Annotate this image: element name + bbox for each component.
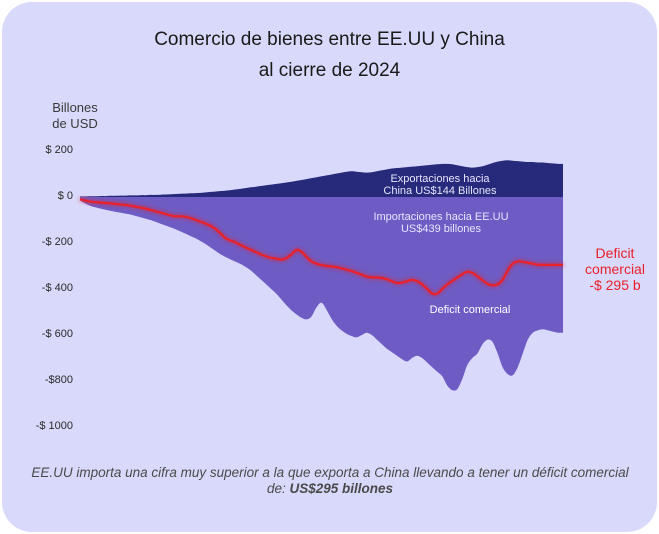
chart-title-line-1: Comercio de bienes entre EE.UU y China xyxy=(154,29,505,50)
deficit-line xyxy=(79,198,563,296)
y-axis-label-line-1: Billones xyxy=(52,100,98,115)
deficit-end-annotation: Deficit comercial -$ 295 b xyxy=(572,245,658,293)
y-tick-label: $ 200 xyxy=(45,144,73,156)
y-axis-label: Billones de USD xyxy=(40,100,110,132)
deficit-end-annotation-line-2: comercial xyxy=(585,261,645,277)
deficit-end-annotation-line-3: -$ 295 b xyxy=(589,277,641,293)
chart-title-line-2: al cierre de 2024 xyxy=(258,60,401,81)
exports-series-label-line-2: China US$144 Billones xyxy=(383,185,497,197)
y-tick-label: -$ 600 xyxy=(41,328,73,340)
imports-area xyxy=(80,197,563,391)
deficit-series-label: Deficit comercial xyxy=(430,304,511,316)
y-axis-label-line-2: de USD xyxy=(52,116,98,131)
deficit-end-annotation-line-1: Deficit xyxy=(595,245,635,261)
chart-footnote-text: EE.UU importa una cifra muy superior a l… xyxy=(31,465,629,496)
chart-footnote-highlight: US$295 billones xyxy=(289,481,394,496)
exports-series-label-line-1: Exportaciones hacia xyxy=(390,173,490,185)
y-tick-label: -$ 400 xyxy=(41,282,73,294)
y-tick-label: -$ 1000 xyxy=(35,420,73,432)
chart-title: Comercio de bienes entre EE.UU y China a… xyxy=(0,24,659,86)
chart-footnote: EE.UU importa una cifra muy superior a l… xyxy=(30,465,630,497)
y-tick-label: -$ 200 xyxy=(41,236,73,248)
exports-area xyxy=(80,160,563,197)
imports-series-label-line-2: US$439 billones xyxy=(401,223,482,235)
imports-series-label-line-1: Importaciones hacia EE.UU xyxy=(373,211,508,223)
y-tick-label: $ 0 xyxy=(57,190,73,202)
y-tick-label: -$800 xyxy=(44,374,73,386)
